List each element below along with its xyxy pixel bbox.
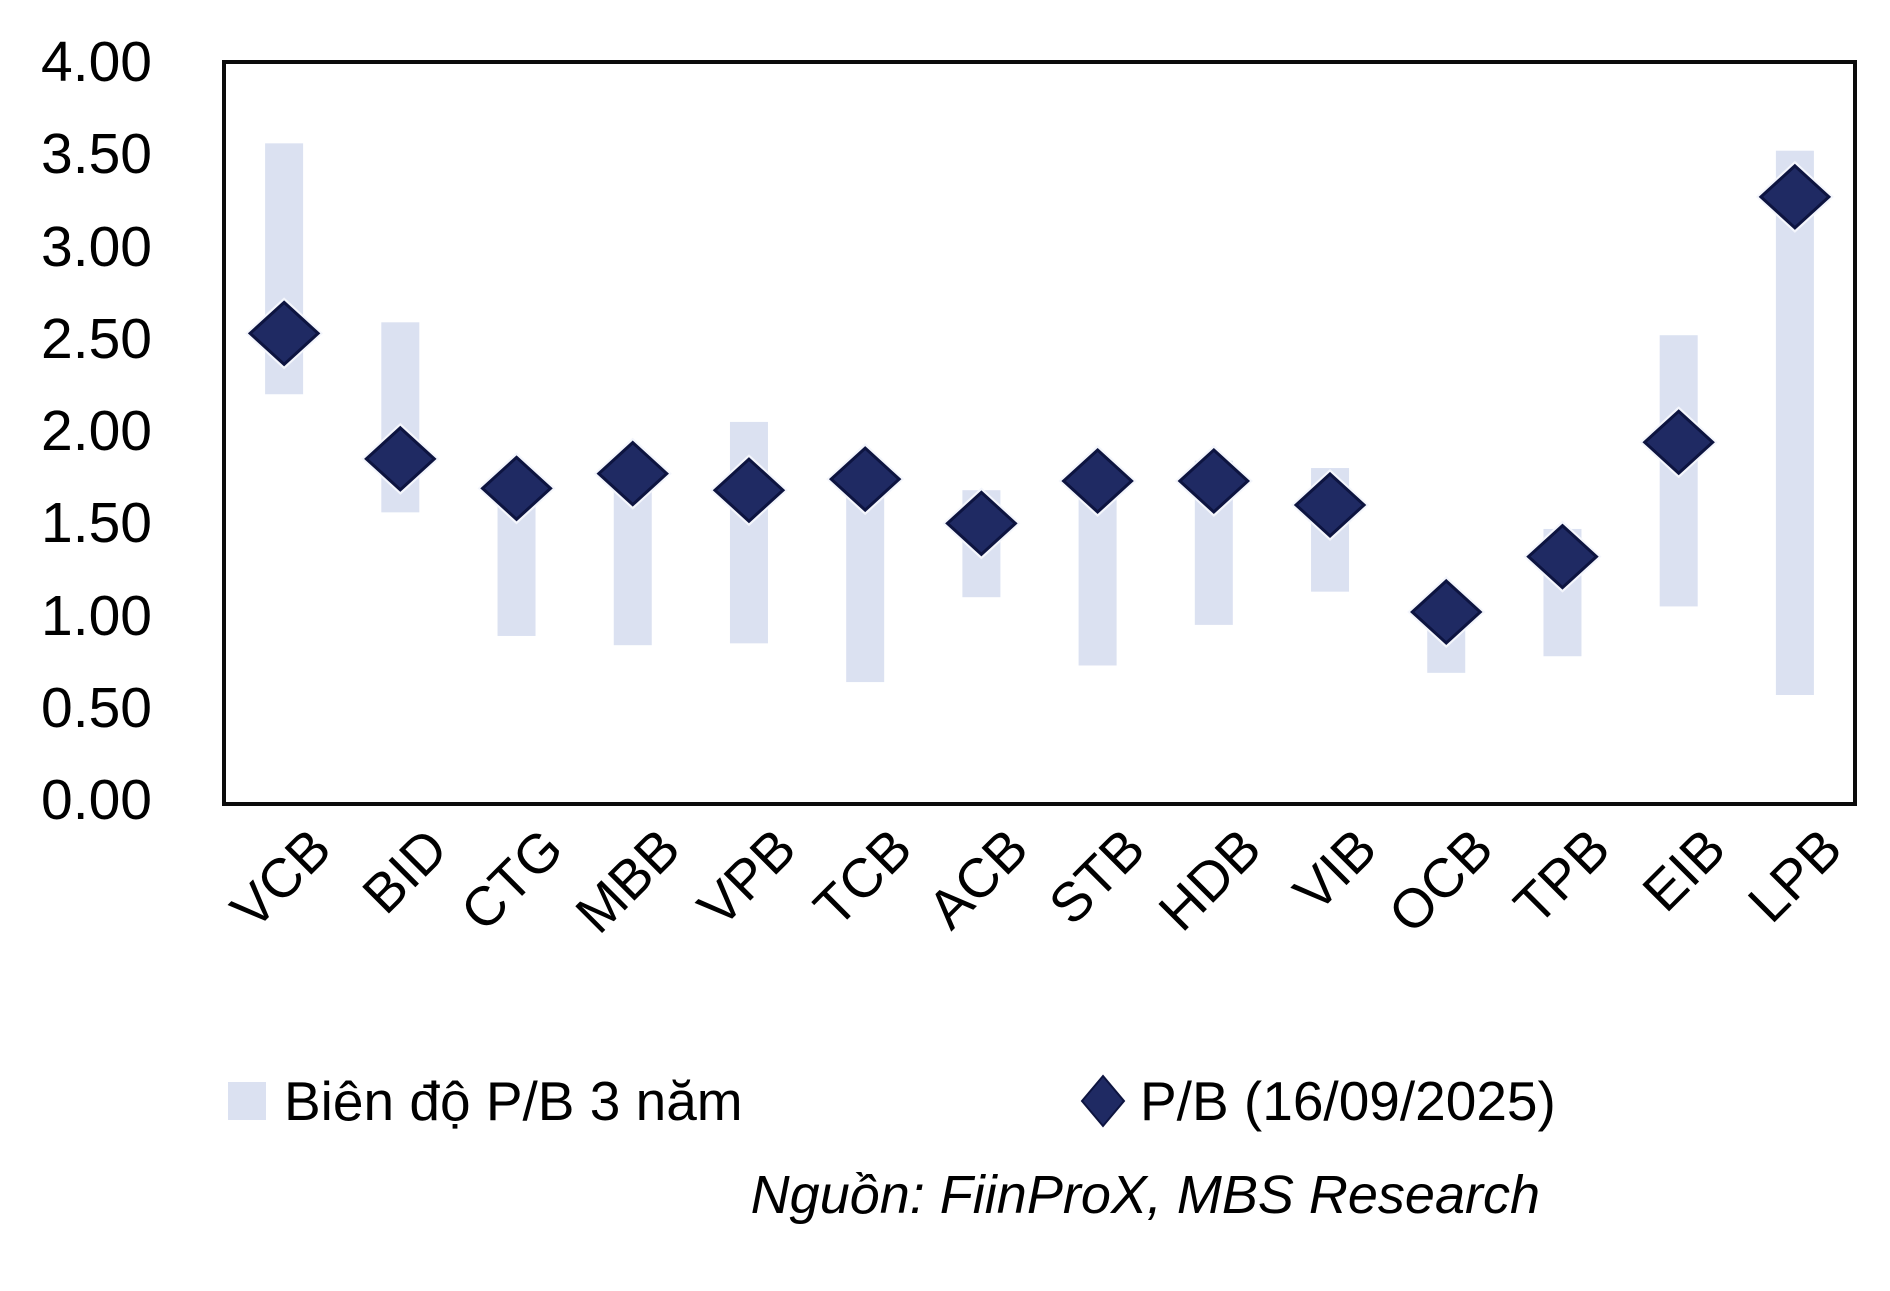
range-bar	[1775, 150, 1814, 695]
plot-area-frame	[222, 60, 1857, 806]
x-tick-label: TCB	[801, 816, 924, 939]
y-tick-label: 1.00	[41, 583, 152, 648]
pb-diamond-marker	[1642, 409, 1715, 476]
pb-diamond-marker	[1293, 471, 1367, 538]
y-tick-label: 2.50	[41, 306, 152, 371]
x-tick-label: LPB	[1735, 816, 1854, 934]
pb-diamond-marker	[480, 455, 553, 522]
legend-range-label: Biên độ P/B 3 năm	[284, 1070, 743, 1132]
pb-diamond-marker	[1758, 163, 1832, 230]
y-tick-label: 0.50	[41, 675, 152, 740]
y-tick-label: 3.50	[41, 122, 152, 187]
legend-pb-label: P/B (16/09/2025)	[1140, 1070, 1556, 1132]
pb-diamond-marker	[1177, 447, 1251, 514]
y-tick-label: 0.00	[41, 768, 152, 832]
y-tick-label: 2.00	[41, 399, 152, 463]
x-tick-label: STB	[1036, 816, 1157, 937]
x-tick-label: VCB	[218, 816, 343, 941]
pb-diamond-marker	[828, 446, 902, 513]
source-note: Nguồn: FiinProX, MBS Research	[750, 1165, 1540, 1225]
x-tick-label: HDB	[1146, 816, 1273, 943]
x-tick-label: VIB	[1281, 816, 1389, 924]
pb-diamond-marker	[712, 457, 786, 524]
pb-diamond-marker	[1061, 447, 1134, 514]
x-tick-label: BID	[350, 816, 459, 926]
legend-item-range: Biên độ P/B 3 năm	[228, 1066, 743, 1136]
legend-item-pb: P/B (16/09/2025)	[1080, 1066, 1556, 1136]
plot-canvas	[245, 143, 1834, 695]
x-tick-label: OCB	[1376, 816, 1505, 945]
y-tick-label: 4.00	[41, 30, 152, 94]
y-tick-label: 3.00	[41, 214, 152, 279]
pb-diamond-marker	[247, 300, 321, 367]
pb-diamond-marker	[1526, 523, 1599, 590]
diamond-marker-icon	[1080, 1074, 1126, 1128]
x-tick-label: VPB	[685, 816, 808, 939]
x-tick-label: TPB	[1501, 816, 1621, 937]
pb-diamond-marker	[945, 490, 1018, 557]
pb-diamond-marker	[1410, 578, 1483, 645]
legend: Biên độ P/B 3 năm P/B (16/09/2025)	[0, 1066, 1890, 1136]
x-tick-label: CTG	[449, 816, 575, 943]
pb-diamond-marker	[364, 425, 437, 492]
x-tick-label: EIB	[1630, 816, 1738, 924]
x-tick-label: MBB	[563, 816, 692, 945]
pb-diamond-marker	[596, 440, 669, 507]
y-tick-label: 1.50	[41, 491, 152, 556]
x-tick-label: ACB	[916, 816, 1040, 941]
range-bar-swatch-icon	[228, 1082, 266, 1120]
